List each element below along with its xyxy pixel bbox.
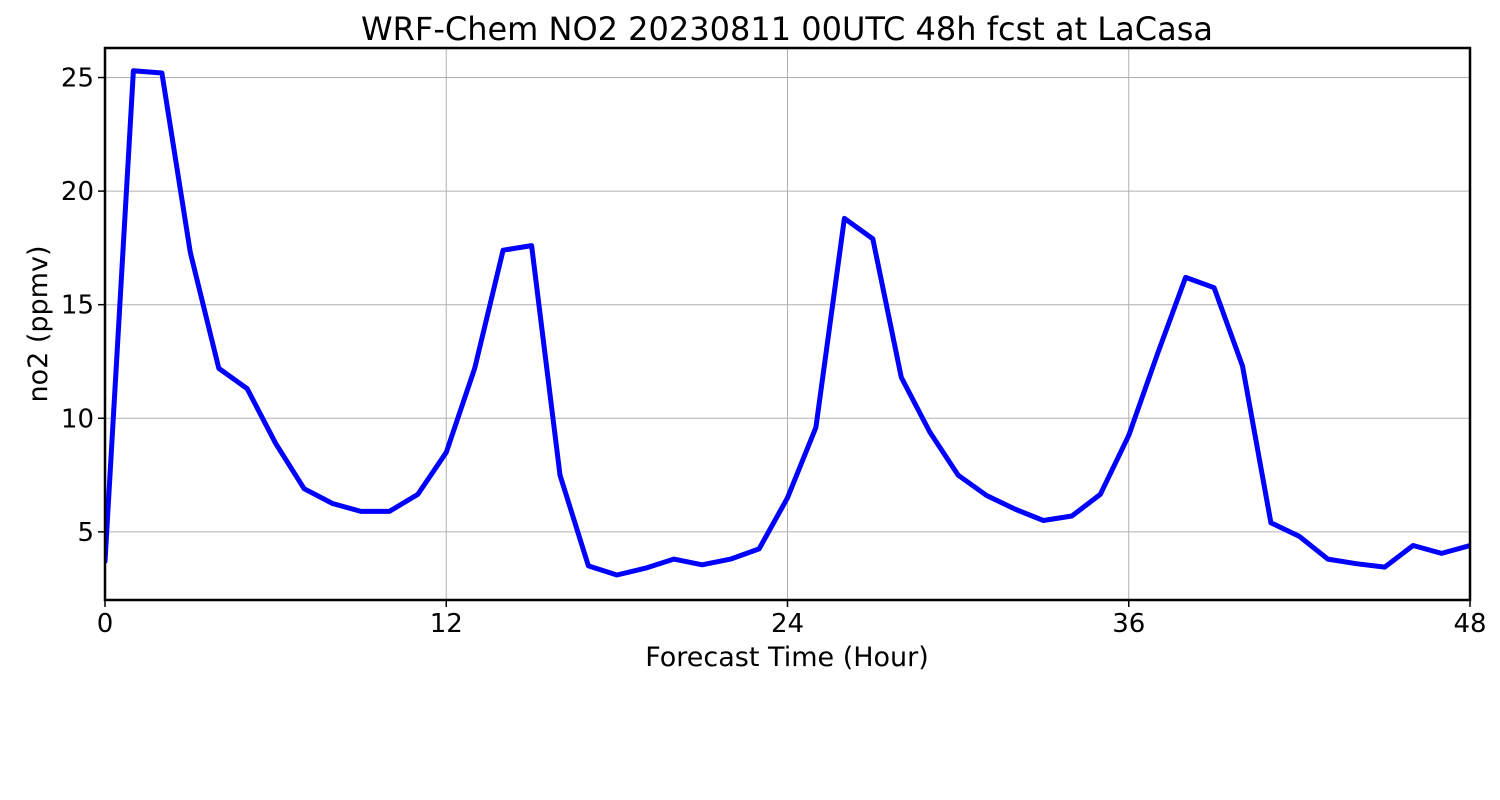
x-tick-label: 24 (771, 609, 804, 639)
x-tick-label: 48 (1453, 609, 1486, 639)
y-axis-ticks: 5 10 15 20 25 (61, 64, 105, 548)
y-tick-label: 25 (61, 64, 94, 94)
y-tick-label: 15 (61, 291, 94, 321)
x-axis-label: Forecast Time (Hour) (645, 642, 929, 673)
x-tick-label: 0 (97, 609, 114, 639)
x-tick-label: 12 (430, 609, 463, 639)
chart-title: WRF-Chem NO2 20230811 00UTC 48h fcst at … (361, 10, 1213, 48)
y-tick-label: 20 (61, 177, 94, 207)
series-layer (105, 68, 1470, 578)
y-axis-label: no2 (ppmv) (23, 245, 54, 402)
y-tick-label: 5 (77, 518, 94, 548)
x-axis-ticks: 0 12 24 36 48 (97, 600, 1487, 639)
y-tick-label: 10 (61, 404, 94, 434)
x-tick-label: 36 (1112, 609, 1145, 639)
no2-series-line (105, 68, 1470, 578)
